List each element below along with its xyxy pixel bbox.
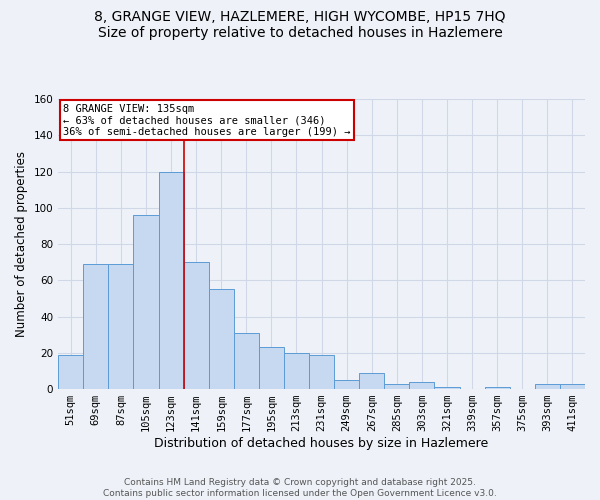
Bar — [83, 264, 109, 389]
Bar — [560, 384, 585, 389]
Bar — [385, 384, 409, 389]
Bar — [234, 333, 259, 389]
Bar — [284, 353, 309, 389]
Bar — [409, 382, 434, 389]
Bar — [309, 354, 334, 389]
Bar — [535, 384, 560, 389]
Bar — [184, 262, 209, 389]
Bar — [334, 380, 359, 389]
Bar — [109, 264, 133, 389]
Text: 8 GRANGE VIEW: 135sqm
← 63% of detached houses are smaller (346)
36% of semi-det: 8 GRANGE VIEW: 135sqm ← 63% of detached … — [64, 104, 351, 136]
Bar — [133, 215, 158, 389]
Text: 8, GRANGE VIEW, HAZLEMERE, HIGH WYCOMBE, HP15 7HQ
Size of property relative to d: 8, GRANGE VIEW, HAZLEMERE, HIGH WYCOMBE,… — [94, 10, 506, 40]
Y-axis label: Number of detached properties: Number of detached properties — [15, 151, 28, 337]
Bar — [209, 290, 234, 389]
Bar — [158, 172, 184, 389]
Bar — [359, 373, 385, 389]
Bar — [485, 388, 510, 389]
Bar — [58, 354, 83, 389]
Bar — [434, 388, 460, 389]
Text: Contains HM Land Registry data © Crown copyright and database right 2025.
Contai: Contains HM Land Registry data © Crown c… — [103, 478, 497, 498]
X-axis label: Distribution of detached houses by size in Hazlemere: Distribution of detached houses by size … — [154, 437, 489, 450]
Bar — [259, 348, 284, 389]
